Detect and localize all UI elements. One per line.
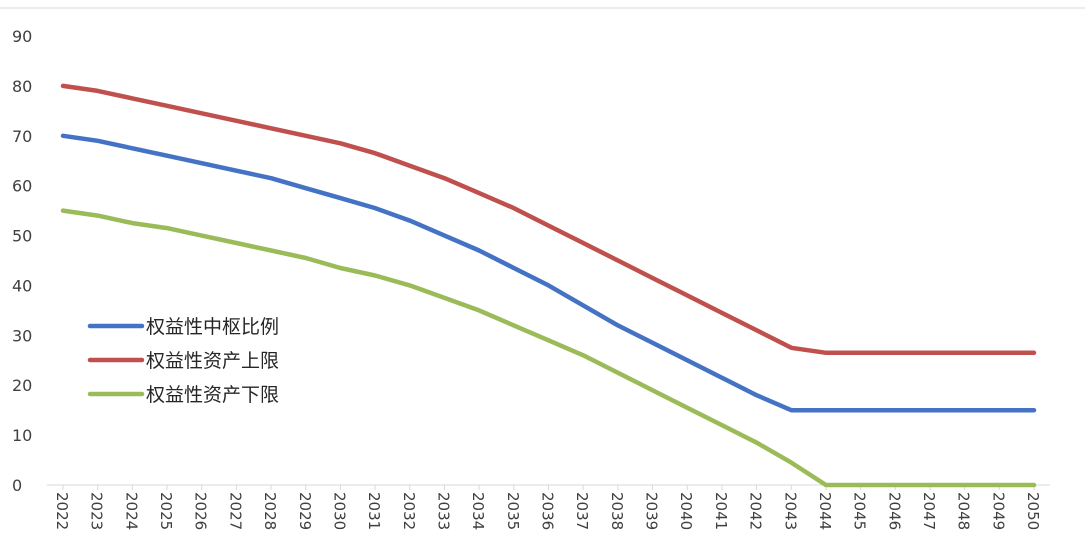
- y-tick-label: 90: [12, 27, 32, 46]
- x-tick-label: 2038: [608, 492, 626, 530]
- x-tick-label: 2033: [434, 492, 452, 530]
- x-tick-label: 2031: [365, 492, 383, 530]
- y-tick-label: 30: [12, 326, 32, 345]
- x-tick-label: 2046: [885, 492, 903, 530]
- x-tick-label: 2036: [539, 492, 557, 530]
- x-tick-label: 2045: [851, 492, 869, 530]
- x-tick-label: 2043: [781, 492, 799, 530]
- x-tick-label: 2047: [920, 492, 938, 530]
- x-tick-label: 2039: [643, 492, 661, 530]
- y-tick-label: 0: [12, 476, 22, 495]
- legend-item: 权益性资产上限: [87, 350, 279, 372]
- series-line-2: [60, 83, 1037, 356]
- x-tick-label: 2027: [226, 492, 244, 530]
- y-tick-label: 50: [12, 227, 32, 246]
- x-tick-label: 2035: [504, 492, 522, 530]
- legend-label: 权益性中枢比例: [146, 316, 279, 338]
- legend-label: 权益性资产上限: [146, 350, 279, 372]
- y-axis: 0 10 20 30 40 50 60 70 80 90: [12, 27, 32, 495]
- x-tick-label: 2048: [955, 492, 973, 530]
- legend-item: 权益性资产下限: [87, 384, 279, 406]
- x-tick-label: 2032: [400, 492, 418, 530]
- legend-label: 权益性资产下限: [146, 384, 279, 406]
- x-tick-label: 2028: [261, 492, 279, 530]
- x-tick-label: 2037: [573, 492, 591, 530]
- x-tick-label: 2030: [330, 492, 348, 530]
- legend-item: 权益性中枢比例: [87, 316, 279, 338]
- x-tick-label: 2022: [53, 492, 71, 530]
- x-tick-label: 2026: [192, 492, 210, 530]
- x-tick-label: 2034: [469, 492, 487, 530]
- x-tick-label: 2041: [712, 492, 730, 530]
- x-tick-label: 2044: [816, 492, 834, 530]
- y-tick-label: 60: [12, 177, 32, 196]
- y-tick-label: 70: [12, 127, 32, 146]
- x-tick-label: 2024: [122, 492, 140, 530]
- series-lines: [60, 83, 1037, 488]
- x-tick-label: 2049: [989, 492, 1007, 530]
- x-tick-label: 2042: [747, 492, 765, 530]
- y-tick-label: 20: [12, 376, 32, 395]
- y-tick-label: 10: [12, 426, 32, 445]
- x-tick-label: 2040: [677, 492, 695, 530]
- x-tick-label: 2025: [157, 492, 175, 530]
- x-tick-label: 2029: [296, 492, 314, 530]
- x-tick-label: 2023: [88, 492, 106, 530]
- y-tick-label: 80: [12, 77, 32, 96]
- series-line-1: [60, 133, 1037, 413]
- y-tick-label: 40: [12, 276, 32, 295]
- x-axis: 2022 2023 2024 2025 2026 2027 2028 2029 2030 2031…: [47, 484, 1050, 530]
- series-line-3: [60, 208, 1037, 488]
- x-tick-label: 2050: [1024, 492, 1042, 530]
